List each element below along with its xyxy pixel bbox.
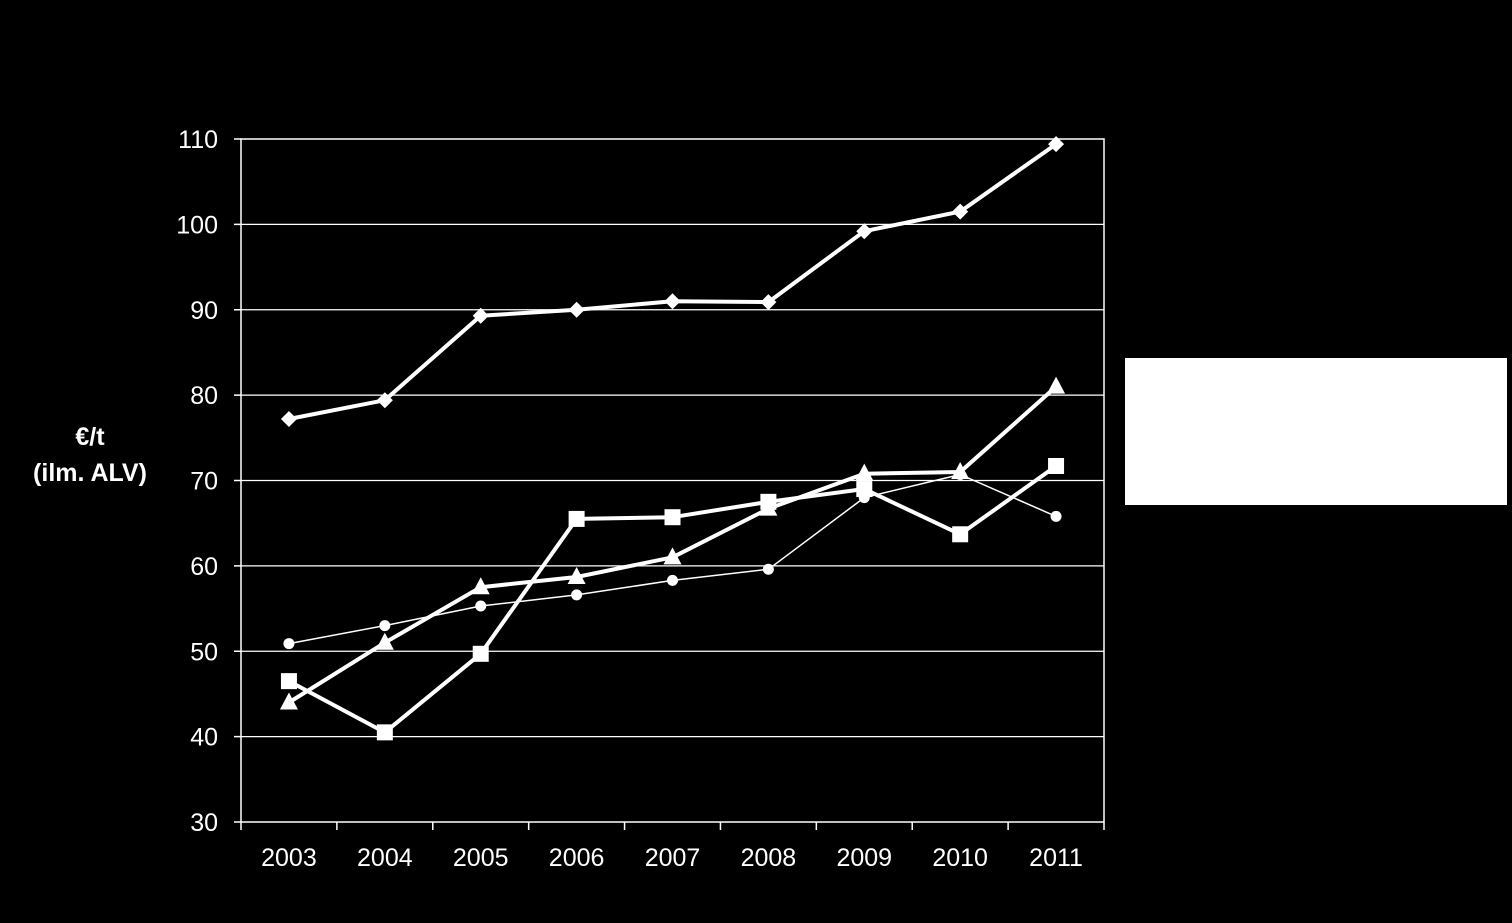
y-tick-label: 80 xyxy=(190,382,218,410)
x-tick-label: 2003 xyxy=(261,844,317,872)
data-point-square xyxy=(280,673,297,690)
data-point-triangle xyxy=(375,632,394,650)
legend-box xyxy=(1125,358,1507,505)
data-point-circle xyxy=(571,589,583,601)
x-tick-label: 2011 xyxy=(1029,844,1083,872)
series-triangle xyxy=(279,376,1066,710)
x-tick-label: 2010 xyxy=(932,844,988,872)
data-point-square xyxy=(472,645,489,662)
data-point-triangle xyxy=(1047,376,1066,394)
data-point-triangle xyxy=(279,692,298,710)
series-line xyxy=(287,385,1058,705)
data-point-circle xyxy=(379,620,391,632)
series-square xyxy=(280,457,1065,741)
data-point-diamond xyxy=(568,301,585,318)
y-tick-label: 60 xyxy=(190,553,218,581)
data-point-diamond xyxy=(856,223,873,240)
data-point-triangle xyxy=(663,547,682,565)
data-point-circle xyxy=(954,469,966,481)
y-axis-label-line2: (ilm. ALV) xyxy=(33,459,147,487)
x-axis-ticks: 2003 2004 2005 2006 2007 2008 2009 2010 2011 xyxy=(240,822,1105,872)
y-tick-label: 90 xyxy=(190,297,218,325)
x-tick-label: 2005 xyxy=(453,844,509,872)
y-tick-label: 100 xyxy=(176,211,218,239)
series-group xyxy=(279,136,1066,741)
y-tick-label: 40 xyxy=(190,724,218,752)
data-point-circle xyxy=(283,638,295,650)
y-tick-label: 70 xyxy=(190,468,218,496)
series-circle xyxy=(283,469,1062,650)
data-point-diamond xyxy=(664,293,681,310)
y-axis-ticks: 30 40 50 60 70 80 90 100 110 xyxy=(176,126,241,837)
x-tick-label: 2007 xyxy=(645,844,701,872)
data-point-diamond xyxy=(952,203,969,220)
x-tick-label: 2008 xyxy=(741,844,797,872)
data-point-square xyxy=(952,526,969,543)
y-tick-label: 30 xyxy=(190,809,218,837)
data-point-circle xyxy=(1050,510,1062,522)
data-point-diamond xyxy=(1048,136,1065,153)
data-point-square xyxy=(664,509,681,526)
series-diamond xyxy=(280,136,1065,428)
series-line xyxy=(287,464,1058,735)
data-point-triangle xyxy=(567,566,586,584)
data-point-triangle xyxy=(471,577,490,595)
x-tick-label: 2009 xyxy=(836,844,892,872)
series-line xyxy=(288,142,1058,421)
y-tick-label: 110 xyxy=(178,126,218,154)
data-point-square xyxy=(376,724,393,741)
x-tick-label: 2006 xyxy=(549,844,605,872)
data-point-circle xyxy=(475,600,487,612)
y-tick-label: 50 xyxy=(190,638,218,666)
data-point-diamond xyxy=(760,294,777,311)
data-point-diamond xyxy=(472,307,489,324)
data-point-diamond xyxy=(280,411,297,428)
y-axis-label-line1: €/t xyxy=(75,423,105,451)
plot-area xyxy=(240,138,1105,823)
data-point-triangle xyxy=(855,463,874,481)
data-point-square xyxy=(1048,457,1065,474)
x-tick-label: 2004 xyxy=(357,844,413,872)
data-point-circle xyxy=(667,574,678,586)
data-point-circle xyxy=(858,492,870,504)
data-point-square xyxy=(568,510,585,527)
data-point-square xyxy=(760,493,777,510)
data-point-diamond xyxy=(376,392,393,409)
data-point-circle xyxy=(762,563,774,575)
data-point-square xyxy=(856,481,873,498)
